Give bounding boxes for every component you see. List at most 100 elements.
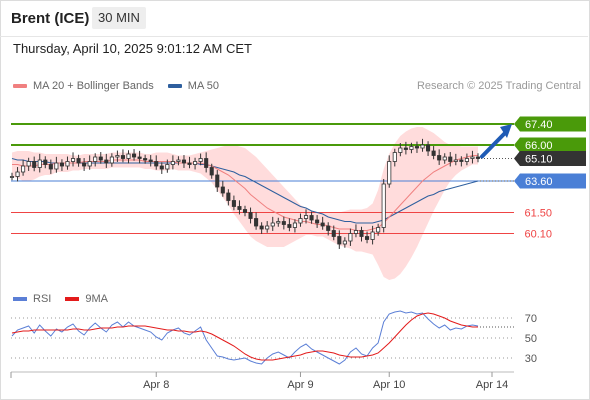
candle-body: [104, 159, 109, 164]
candle-body: [181, 159, 187, 164]
forecast-arrow-head: [500, 124, 512, 138]
candle: [398, 143, 403, 157]
candle-body: [26, 161, 31, 167]
candle-body: [431, 150, 436, 156]
candle: [226, 189, 231, 206]
rsi-9ma-line: [11, 312, 478, 361]
candle: [387, 155, 392, 188]
level-tag-66.00: 66.00: [514, 137, 586, 153]
candle-body: [170, 161, 175, 165]
candle-body: [365, 236, 370, 240]
candle-body: [281, 221, 286, 225]
level-tag-text: 67.40: [525, 119, 553, 131]
candle: [76, 154, 81, 167]
candle: [254, 212, 259, 230]
candle-body: [381, 183, 386, 228]
candle-body: [198, 158, 203, 162]
candle: [464, 153, 469, 166]
candle: [65, 156, 70, 170]
candle: [37, 153, 42, 173]
candle: [231, 195, 236, 211]
level-label-60.10: 60.10: [524, 229, 552, 241]
candle: [403, 141, 408, 155]
candle-body: [414, 146, 420, 149]
candle: [320, 216, 325, 230]
candle: [26, 157, 31, 171]
candle: [137, 150, 142, 164]
ma50-label: MA 50: [187, 80, 219, 92]
candle: [309, 211, 314, 224]
candle: [143, 154, 148, 164]
legend-9ma: 9MA: [65, 293, 108, 305]
candle: [414, 141, 420, 153]
candle-body: [43, 159, 48, 165]
candle-body: [137, 156, 142, 159]
ma20-label: MA 20 + Bollinger Bands: [33, 80, 154, 92]
candle: [426, 141, 431, 156]
candle: [270, 216, 275, 231]
candle-body: [132, 153, 137, 158]
candle: [276, 217, 281, 227]
candle: [337, 230, 342, 249]
candle-body: [276, 221, 281, 224]
candle: [459, 156, 464, 167]
candle: [298, 213, 303, 227]
candle: [237, 200, 242, 215]
x-tick-label: Apr 10: [373, 379, 405, 391]
candle-body: [231, 200, 236, 207]
candle-body: [165, 164, 170, 170]
candle-body: [270, 222, 275, 227]
candle: [281, 216, 286, 230]
candle-body: [315, 219, 320, 224]
candle: [120, 149, 125, 163]
candle: [331, 225, 336, 241]
interval-badge[interactable]: 30 MIN: [92, 7, 146, 29]
rsi-tick-70: 70: [525, 313, 537, 325]
candle-body: [337, 236, 342, 245]
rsi-line: [11, 310, 479, 365]
level-tag-text: 66.00: [525, 140, 553, 152]
candle: [193, 157, 198, 170]
candle: [453, 153, 458, 166]
candle: [220, 180, 225, 197]
candle: [87, 155, 92, 170]
candle: [348, 228, 353, 246]
candle-body: [342, 240, 347, 245]
instrument-title: Brent (ICE): [11, 10, 90, 27]
candle-body: [437, 155, 442, 161]
candle-body: [154, 161, 159, 167]
candle: [176, 156, 181, 166]
candle-body: [82, 162, 87, 167]
candle-body: [459, 159, 464, 162]
candle-body: [187, 162, 192, 165]
candle-body: [287, 224, 292, 228]
candle-body: [237, 206, 242, 210]
candle-body: [65, 161, 70, 167]
candle-body: [359, 230, 364, 237]
candle: [148, 155, 153, 167]
candle-body: [159, 165, 164, 170]
level-tag-bg: [514, 116, 586, 132]
bollinger-band: [12, 127, 478, 280]
level-tag-bg: [514, 151, 586, 166]
candle-body: [420, 144, 425, 149]
candle-body: [353, 230, 358, 234]
candle-body: [331, 230, 336, 237]
candle-body: [143, 158, 148, 161]
candle: [392, 148, 397, 167]
candle: [437, 149, 442, 165]
rsi-label: RSI: [33, 293, 52, 305]
candle: [21, 159, 26, 176]
candle: [448, 152, 453, 167]
candle-body: [376, 227, 381, 233]
ma50-swatch: [167, 84, 182, 88]
candle-body: [21, 165, 26, 173]
rsi-tick-30: 30: [525, 353, 537, 365]
candle: [365, 231, 370, 244]
forecast-arrow-shaft: [480, 130, 508, 159]
candle: [315, 215, 320, 228]
level-tag-63.60: 63.60: [514, 173, 586, 189]
candle-body: [226, 192, 231, 201]
ma9-swatch: [65, 297, 80, 301]
